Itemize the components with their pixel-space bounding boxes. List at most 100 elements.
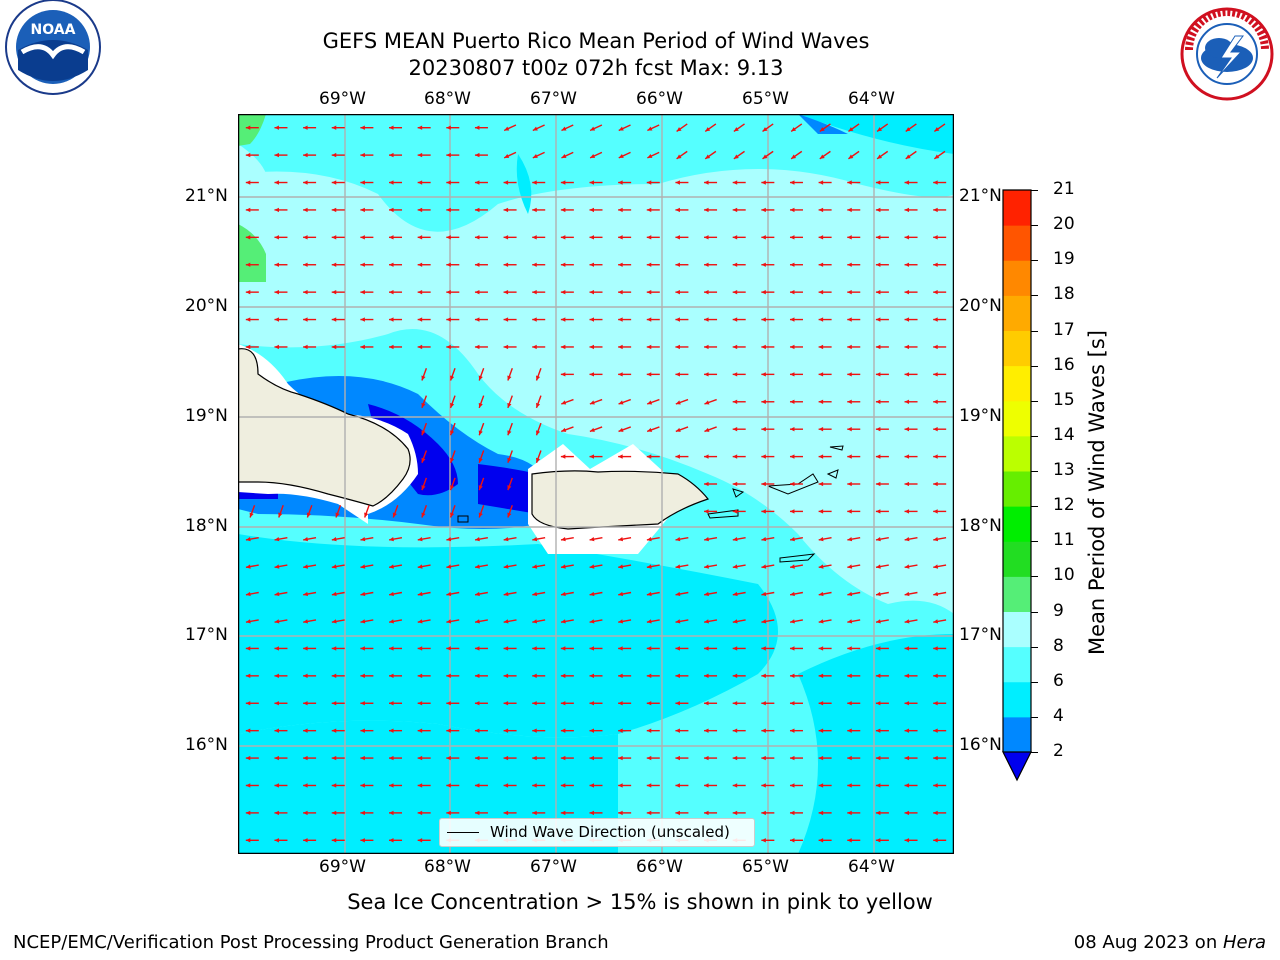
wave-direction-arrowhead: [389, 701, 394, 706]
wave-direction-arrowhead: [875, 235, 881, 240]
colorbar-tick-label: 15: [1053, 389, 1075, 410]
wave-direction-arrowhead: [417, 564, 423, 569]
lat-label-right: 19°N: [959, 406, 1002, 426]
wave-direction-arrowhead: [618, 207, 623, 213]
wave-direction-arrowhead: [646, 673, 652, 679]
wave-direction-arrowhead: [389, 537, 394, 542]
colorbar-tick-label: 12: [1053, 495, 1075, 516]
wave-direction-arrowhead: [560, 289, 566, 295]
wave-direction-arrowhead: [904, 454, 910, 459]
wave-direction-arrowhead: [789, 509, 795, 514]
wave-direction-arrowhead: [761, 673, 766, 679]
wave-direction-arrowhead: [732, 344, 738, 350]
wave-direction-arrowhead: [704, 235, 709, 240]
wave-direction-arrowhead: [761, 454, 766, 459]
wave-direction-arrowhead: [474, 317, 480, 322]
wave-direction-arrowhead: [704, 317, 709, 322]
wave-direction-arrowhead: [789, 728, 795, 733]
wave-direction-arrowhead: [789, 262, 795, 267]
colorbar-swatch: [1003, 330, 1031, 367]
wave-direction-arrowhead: [732, 317, 738, 322]
wave-direction-arrowhead: [789, 399, 795, 404]
wave-direction-arrowhead: [789, 454, 795, 459]
wave-direction-arrowhead: [274, 344, 279, 350]
wave-direction-arrowhead: [303, 619, 309, 624]
wave-direction-arrowhead: [732, 810, 738, 816]
wave-direction-arrowhead: [446, 180, 451, 185]
wave-direction-arrowhead: [446, 125, 451, 130]
wave-direction-arrowhead: [875, 646, 881, 651]
wave-direction-arrowhead: [618, 427, 624, 432]
wave-direction-arrowhead: [933, 262, 938, 267]
wave-direction-arrowhead: [647, 126, 653, 131]
wave-direction-arrowhead: [503, 262, 509, 267]
wave-direction-arrowhead: [789, 673, 795, 679]
wave-direction-arrowhead: [450, 512, 455, 518]
colorbar-tick-label: 11: [1053, 530, 1075, 551]
wave-direction-arrowhead: [818, 317, 824, 322]
wave-direction-arrowhead: [474, 125, 480, 130]
wave-direction-arrowhead: [360, 289, 365, 295]
wave-direction-arrowhead: [761, 262, 766, 267]
wave-direction-arrowhead: [933, 701, 938, 706]
wave-direction-arrowhead: [532, 153, 538, 158]
wave-direction-arrowhead: [389, 646, 394, 651]
wave-direction-arrowhead: [535, 402, 541, 408]
wave-direction-arrowhead: [478, 402, 483, 408]
wave-direction-arrowhead: [618, 262, 623, 267]
wave-direction-arrowhead: [274, 289, 279, 295]
lon-label-top: 69°W: [319, 89, 366, 109]
wave-direction-arrowhead: [732, 509, 738, 514]
wave-direction-arrowhead: [446, 755, 451, 761]
wave-direction-arrowhead: [303, 344, 308, 350]
wave-direction-arrowhead: [561, 400, 567, 405]
hispaniola-land: [237, 348, 411, 507]
wave-direction-arrowhead: [789, 180, 795, 185]
wave-direction-arrowhead: [507, 512, 512, 518]
wave-direction-arrowhead: [532, 344, 537, 350]
wave-direction-arrowhead: [474, 152, 480, 158]
wave-direction-arrowhead: [303, 180, 308, 185]
wave-direction-arrowhead: [474, 344, 480, 350]
wave-direction-arrowhead: [331, 235, 337, 240]
wave-direction-arrowhead: [675, 701, 680, 706]
wave-direction-arrowhead: [618, 591, 624, 597]
wave-direction-arrowhead: [331, 646, 337, 651]
wave-direction-arrowhead: [675, 537, 681, 542]
wave-direction-arrowhead: [331, 125, 337, 130]
wave-direction-arrowhead: [590, 126, 596, 131]
wave-direction-arrowhead: [675, 372, 680, 377]
wave-direction-arrowhead: [589, 646, 595, 651]
wave-direction-arrowhead: [618, 728, 623, 733]
wave-direction-arrowhead: [503, 646, 509, 651]
wave-direction-arrowhead: [761, 289, 766, 295]
wave-direction-arrowhead: [417, 838, 423, 843]
wave-direction-arrowhead: [360, 755, 365, 761]
wave-direction-arrowhead: [875, 399, 881, 404]
wave-direction-arrowhead: [474, 810, 480, 816]
wave-direction-arrowhead: [847, 399, 852, 404]
wave-direction-arrowhead: [535, 430, 541, 436]
wave-direction-arrowhead: [761, 427, 766, 432]
wave-direction-arrowhead: [875, 344, 881, 350]
wave-direction-arrowhead: [303, 564, 309, 569]
wave-direction-arrowhead: [245, 152, 251, 158]
wave-direction-arrowhead: [417, 537, 423, 542]
wave-direction-arrowhead: [847, 755, 852, 761]
wave-direction-arrowhead: [503, 537, 509, 542]
wave-direction-arrowhead: [618, 400, 624, 405]
wave-direction-arrowhead: [589, 235, 595, 240]
wave-direction-arrowhead: [818, 509, 824, 514]
wave-direction-arrowhead: [274, 125, 279, 130]
wave-direction-arrowhead: [446, 262, 451, 267]
wave-direction-arrowhead: [875, 619, 881, 624]
wave-direction-arrowhead: [847, 537, 853, 542]
lon-label-top: 65°W: [742, 89, 789, 109]
legend-label: Wind Wave Direction (unscaled): [490, 823, 730, 841]
wave-direction-arrowhead: [905, 154, 911, 159]
wave-direction-arrowhead: [704, 619, 709, 624]
wave-direction-arrowhead: [904, 783, 910, 788]
wave-period-map: [237, 113, 955, 855]
wave-direction-arrowhead: [421, 430, 426, 436]
wave-direction-arrowhead: [446, 317, 451, 322]
